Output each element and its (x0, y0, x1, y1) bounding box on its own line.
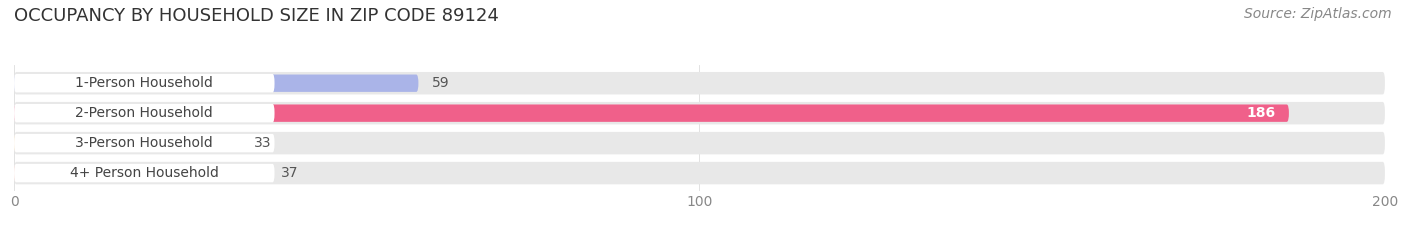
FancyBboxPatch shape (14, 104, 1289, 122)
Text: 1-Person Household: 1-Person Household (76, 76, 214, 90)
FancyBboxPatch shape (14, 134, 240, 152)
FancyBboxPatch shape (14, 164, 267, 182)
FancyBboxPatch shape (14, 102, 1385, 124)
Text: 4+ Person Household: 4+ Person Household (70, 166, 219, 180)
FancyBboxPatch shape (14, 164, 274, 182)
Text: 59: 59 (432, 76, 450, 90)
FancyBboxPatch shape (14, 72, 1385, 94)
Text: 33: 33 (254, 136, 271, 150)
Text: OCCUPANCY BY HOUSEHOLD SIZE IN ZIP CODE 89124: OCCUPANCY BY HOUSEHOLD SIZE IN ZIP CODE … (14, 7, 499, 25)
FancyBboxPatch shape (14, 132, 1385, 154)
Text: Source: ZipAtlas.com: Source: ZipAtlas.com (1244, 7, 1392, 21)
FancyBboxPatch shape (14, 74, 274, 93)
Text: 37: 37 (281, 166, 299, 180)
Text: 2-Person Household: 2-Person Household (76, 106, 214, 120)
Text: 186: 186 (1246, 106, 1275, 120)
FancyBboxPatch shape (14, 162, 1385, 184)
Text: 3-Person Household: 3-Person Household (76, 136, 214, 150)
FancyBboxPatch shape (14, 75, 419, 92)
FancyBboxPatch shape (14, 104, 274, 122)
FancyBboxPatch shape (14, 134, 274, 152)
